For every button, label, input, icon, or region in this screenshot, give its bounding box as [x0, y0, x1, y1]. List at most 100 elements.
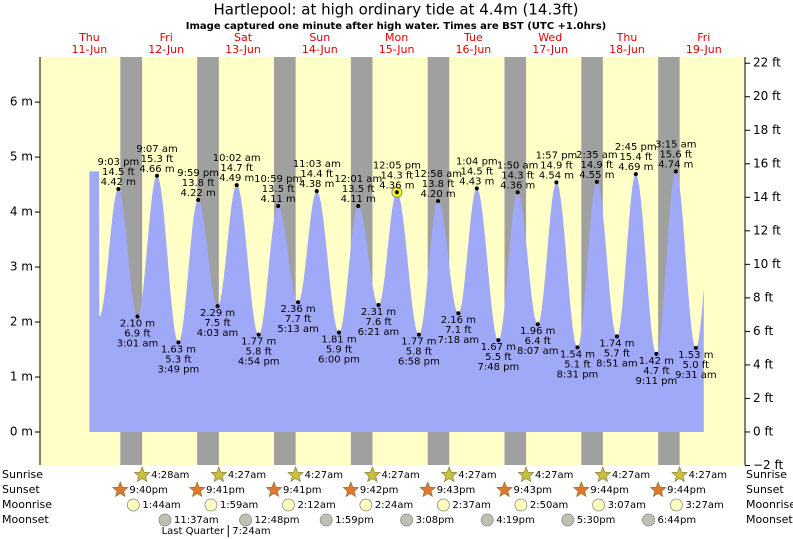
event-time: 9:42pm: [360, 485, 399, 496]
day-date: 11-Jun: [72, 43, 108, 56]
tide-point: [654, 351, 659, 356]
row-label: Sunset: [2, 483, 40, 496]
tide-label: 5.3 ft: [165, 354, 191, 365]
moonset-icon: [561, 513, 575, 527]
event-time: 2:24am: [375, 500, 413, 511]
tide-label: 13.5 ft: [342, 184, 375, 195]
tide-point: [314, 189, 319, 194]
event-time: 4:27am: [228, 470, 266, 481]
y-tick-label: 5 m: [10, 150, 33, 164]
tide-label: 13.5 ft: [262, 184, 295, 195]
tide-point: [614, 334, 619, 339]
tide-label: 5.5 ft: [485, 352, 511, 363]
event-time: 1:44am: [142, 500, 180, 511]
tide-label: 5.7 ft: [604, 348, 630, 359]
y2-tick-label: 18 ft: [753, 123, 781, 137]
y-tick-label: 3 m: [10, 260, 33, 274]
tide-label: 6:00 pm: [318, 354, 360, 365]
event-time: 2:50am: [530, 500, 568, 511]
tide-label: 14.9 ft: [540, 160, 573, 171]
tide-label: 14.3 ft: [501, 170, 534, 181]
tide-label: 4.66 m: [139, 164, 174, 175]
tide-label: 9:11 pm: [636, 376, 678, 387]
moon-phase-time: 7:24am: [232, 526, 270, 537]
day-name: Thu: [78, 31, 100, 44]
tide-point: [416, 332, 421, 337]
y2-tick-label: 20 ft: [753, 89, 781, 103]
tide-label: 13.8 ft: [422, 179, 455, 190]
moon-phase-label: Last Quarter: [162, 526, 226, 537]
y-tick-label: 6 m: [10, 95, 33, 109]
sunrise-icon: [594, 466, 612, 483]
tide-label: 1.67 m: [481, 342, 516, 353]
tide-label: 1.81 m: [321, 334, 356, 345]
event-time: 4:27am: [305, 470, 343, 481]
tide-point: [673, 169, 678, 174]
tide-point: [693, 345, 698, 350]
tide-label: 15.3 ft: [141, 154, 174, 165]
moonrise-icon: [282, 498, 295, 512]
day-date: 12-Jun: [148, 43, 184, 56]
tide-label: 4:54 pm: [238, 357, 280, 368]
tide-label: 5:13 am: [277, 324, 319, 335]
tide-label: 4.74 m: [658, 159, 693, 170]
row-label: Sunrise: [2, 468, 43, 481]
tide-label: 3:01 am: [117, 339, 159, 350]
tide-point: [456, 311, 461, 316]
moonset-icon: [642, 513, 655, 527]
tide-label: 7.6 ft: [365, 317, 391, 328]
row-label: Moonset: [2, 513, 49, 526]
sunrise-icon: [133, 466, 151, 483]
day-name: Fri: [697, 31, 710, 44]
tide-label: 7:18 am: [438, 335, 480, 346]
day-name: Fri: [160, 31, 173, 44]
tide-label: 2.36 m: [280, 304, 315, 315]
y2-tick-label: 6 ft: [753, 324, 773, 338]
row-label-right: Moonset: [746, 513, 793, 526]
day-date: 18-Jun: [609, 43, 645, 56]
water-area: [89, 171, 704, 433]
tide-label: 15.4 ft: [619, 152, 652, 163]
y2-tick-label: 12 ft: [753, 223, 781, 237]
day-name: Sun: [309, 31, 330, 44]
tide-label: 15.6 ft: [659, 149, 692, 160]
tide-point: [337, 330, 341, 335]
tide-label: 5.8 ft: [406, 347, 432, 358]
tide-label: 14.5 ft: [460, 166, 493, 177]
moonrise-icon: [592, 498, 605, 512]
event-time: 12:48pm: [255, 515, 300, 526]
y-tick-label: 2 m: [10, 315, 33, 329]
event-time: 11:37am: [174, 515, 219, 526]
tide-label: 2:45 pm: [615, 142, 657, 153]
event-time: 9:41pm: [283, 485, 322, 496]
day-date: 14-Jun: [302, 43, 338, 56]
tide-label: 14.9 ft: [581, 160, 614, 171]
sunset-icon: [265, 481, 283, 498]
y2-tick-label: 4 ft: [753, 357, 773, 371]
tide-label: 4.11 m: [341, 194, 376, 205]
tide-label: 1.54 m: [560, 349, 595, 360]
tide-point: [176, 340, 181, 345]
y2-tick-label: −2 ft: [753, 458, 784, 472]
tide-label: 1:50 am: [497, 160, 539, 171]
tide-point: [515, 190, 520, 195]
tide-point: [276, 204, 281, 209]
tide-label: 14.3 ft: [381, 170, 414, 181]
tide-label: 9:07 am: [136, 144, 178, 155]
tide-point: [215, 304, 220, 309]
event-time: 9:44pm: [590, 485, 629, 496]
tide-point: [496, 338, 501, 343]
event-time: 9:40pm: [129, 485, 168, 496]
tide-label: 12:05 pm: [373, 160, 421, 171]
tide-label: 8:07 am: [517, 346, 559, 357]
y2-tick-label: 14 ft: [753, 190, 781, 204]
tide-point: [154, 173, 159, 178]
tide-point: [356, 204, 361, 209]
tide-label: 6.9 ft: [124, 329, 150, 340]
sunset-icon: [496, 481, 513, 498]
chart-title: Hartlepool: at high ordinary tide at 4.4…: [213, 1, 578, 19]
event-time: 4:27am: [689, 470, 727, 481]
tide-label: 14.4 ft: [300, 169, 333, 180]
event-time: 9:43pm: [513, 485, 552, 496]
tide-label: 4.55 m: [579, 170, 614, 181]
